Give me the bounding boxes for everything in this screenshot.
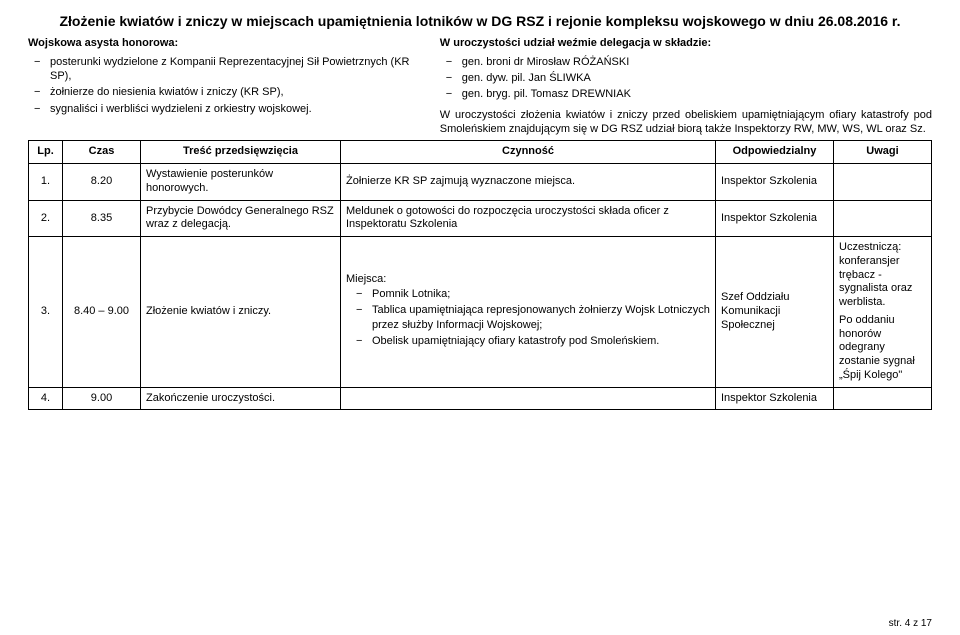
- col-tresc: Treść przedsięwzięcia: [141, 141, 341, 164]
- table-row: 2. 8.35 Przybycie Dowódcy Generalnego RS…: [29, 200, 932, 237]
- col-czyn: Czynność: [341, 141, 716, 164]
- list-item: sygnaliści i werbliści wydzieleni z orki…: [50, 102, 422, 116]
- col-odp: Odpowiedzialny: [716, 141, 834, 164]
- list-item: Tablica upamiętniająca represjonowanych …: [372, 303, 710, 332]
- cell-tresc: Przybycie Dowódcy Generalnego RSZ wraz z…: [141, 200, 341, 237]
- cell-uw: [834, 387, 932, 410]
- list-item: gen. broni dr Mirosław RÓŻAŃSKI: [462, 55, 932, 69]
- table-row: 1. 8.20 Wystawienie posterunków honorowy…: [29, 164, 932, 201]
- list-item: Obelisk upamiętniający ofiary katastrofy…: [372, 334, 710, 348]
- list-item: Pomnik Lotnika;: [372, 287, 710, 301]
- list-item: gen. bryg. pil. Tomasz DREWNIAK: [462, 87, 932, 101]
- cell-czas: 9.00: [63, 387, 141, 410]
- cell-lp: 1.: [29, 164, 63, 201]
- intro-left-list: posterunki wydzielone z Kompanii Repreze…: [28, 55, 422, 116]
- cell-uw-p1: Uczestniczą: konferansjer trębacz - sygn…: [839, 241, 926, 310]
- intro-right-list: gen. broni dr Mirosław RÓŻAŃSKI gen. dyw…: [440, 55, 932, 102]
- intro-right-paragraph: W uroczystości złożenia kwiatów i zniczy…: [440, 108, 932, 137]
- cell-tresc: Złożenie kwiatów i zniczy.: [141, 237, 341, 388]
- intro-left: Wojskowa asysta honorowa: posterunki wyd…: [28, 37, 422, 136]
- cell-czyn: Miejsca: Pomnik Lotnika; Tablica upamięt…: [341, 237, 716, 388]
- list-item: posterunki wydzielone z Kompanii Repreze…: [50, 55, 422, 84]
- cell-czyn: Żołnierze KR SP zajmują wyznaczone miejs…: [341, 164, 716, 201]
- cell-czas: 8.40 – 9.00: [63, 237, 141, 388]
- intro-left-heading: Wojskowa asysta honorowa:: [28, 37, 422, 49]
- cell-czyn: Meldunek o gotowości do rozpoczęcia uroc…: [341, 200, 716, 237]
- cell-uw-p2: Po oddaniu honorów odegrany zostanie syg…: [839, 314, 926, 383]
- cell-czas: 8.35: [63, 200, 141, 237]
- cell-lp: 2.: [29, 200, 63, 237]
- cell-czyn-pre: Miejsca:: [346, 273, 710, 287]
- intro-right-heading: W uroczystości udział weźmie delegacja w…: [440, 37, 932, 49]
- cell-odp: Inspektor Szkolenia: [716, 200, 834, 237]
- cell-czyn-list: Pomnik Lotnika; Tablica upamiętniająca r…: [346, 287, 710, 348]
- col-uw: Uwagi: [834, 141, 932, 164]
- table-row: 3. 8.40 – 9.00 Złożenie kwiatów i zniczy…: [29, 237, 932, 388]
- intro-right: W uroczystości udział weźmie delegacja w…: [440, 37, 932, 136]
- cell-odp: Szef Oddziału Komunikacji Społecznej: [716, 237, 834, 388]
- list-item: gen. dyw. pil. Jan ŚLIWKA: [462, 71, 932, 85]
- cell-odp: Inspektor Szkolenia: [716, 164, 834, 201]
- schedule-table: Lp. Czas Treść przedsięwzięcia Czynność …: [28, 140, 932, 410]
- cell-lp: 3.: [29, 237, 63, 388]
- col-lp: Lp.: [29, 141, 63, 164]
- page-title: Złożenie kwiatów i zniczy w miejscach up…: [28, 12, 932, 31]
- cell-lp: 4.: [29, 387, 63, 410]
- list-item: żołnierze do niesienia kwiatów i zniczy …: [50, 85, 422, 99]
- page-footer: str. 4 z 17: [889, 618, 932, 629]
- col-czas: Czas: [63, 141, 141, 164]
- cell-odp: Inspektor Szkolenia: [716, 387, 834, 410]
- table-row: 4. 9.00 Zakończenie uroczystości. Inspek…: [29, 387, 932, 410]
- table-header-row: Lp. Czas Treść przedsięwzięcia Czynność …: [29, 141, 932, 164]
- cell-tresc: Zakończenie uroczystości.: [141, 387, 341, 410]
- cell-uw: [834, 200, 932, 237]
- intro-block: Wojskowa asysta honorowa: posterunki wyd…: [28, 37, 932, 136]
- cell-tresc: Wystawienie posterunków honorowych.: [141, 164, 341, 201]
- cell-uw: Uczestniczą: konferansjer trębacz - sygn…: [834, 237, 932, 388]
- cell-uw: [834, 164, 932, 201]
- cell-czyn: [341, 387, 716, 410]
- cell-czas: 8.20: [63, 164, 141, 201]
